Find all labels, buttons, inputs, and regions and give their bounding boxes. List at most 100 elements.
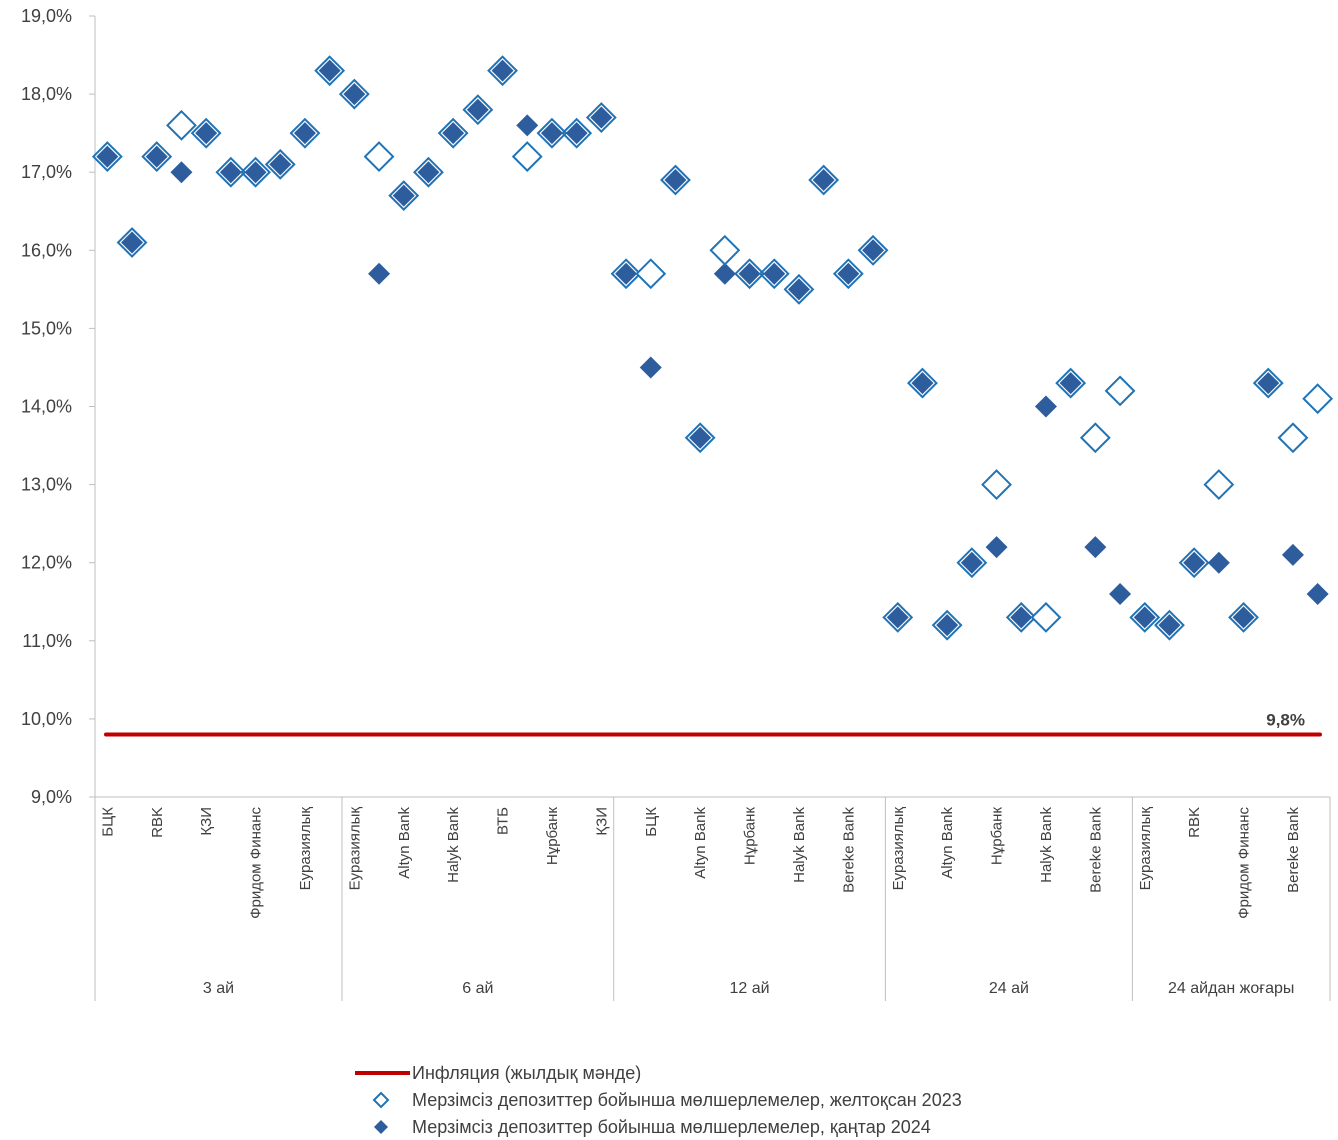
point-jan-2024 (540, 122, 563, 145)
point-jan-2024 (960, 551, 983, 574)
point-dec-2023 (240, 156, 271, 188)
point-dec-2023 (585, 102, 617, 133)
point-jan-2024 (170, 161, 193, 184)
point-dec-2023 (215, 156, 247, 188)
point-jan-2024 (1084, 536, 1107, 559)
x-tick-label: Altyn Bank (396, 807, 413, 879)
point-jan-2024 (812, 169, 835, 192)
point-dec-2023 (1302, 383, 1334, 415)
group-label: 6 ай (462, 980, 493, 997)
y-tick-label: 9,0% (31, 787, 72, 807)
point-dec-2023 (511, 141, 543, 172)
x-tick-label: Еуразиялық (1137, 807, 1154, 891)
point-jan-2024 (392, 184, 415, 207)
x-tick-label: Фридом Финанс (248, 807, 265, 919)
point-dec-2023 (1104, 375, 1136, 407)
x-tick-label: Halyk Bank (1038, 807, 1055, 883)
point-dec-2023 (783, 273, 815, 305)
point-jan-2024 (615, 262, 638, 285)
point-jan-2024 (1010, 606, 1033, 629)
x-tick-label: RBK (149, 807, 166, 838)
point-jan-2024 (590, 106, 613, 129)
group-label: 3 ай (203, 980, 234, 997)
point-jan-2024 (1133, 606, 1156, 629)
x-tick-label: Фридом Финанс (1236, 807, 1253, 919)
point-jan-2024 (911, 372, 934, 395)
point-jan-2024 (368, 262, 391, 285)
point-dec-2023 (1228, 601, 1259, 633)
point-dec-2023 (684, 422, 716, 454)
point-dec-2023 (956, 547, 988, 579)
x-tick-label: Еуразиялық (890, 807, 907, 891)
point-jan-2024 (343, 83, 366, 106)
point-jan-2024 (787, 278, 810, 301)
x-tick-label: Bereke Bank (1087, 807, 1104, 893)
x-tick-label: Halyk Bank (445, 807, 462, 883)
point-jan-2024 (837, 262, 860, 285)
point-dec-2023 (462, 94, 494, 126)
point-jan-2024 (565, 122, 588, 145)
point-jan-2024 (318, 59, 341, 82)
point-dec-2023 (289, 117, 321, 149)
point-jan-2024 (713, 262, 736, 285)
point-dec-2023 (166, 109, 197, 141)
legend-dec-2023-label: Мерзімсіз депозиттер бойынша мөлшерлемел… (412, 1090, 962, 1110)
point-dec-2023 (264, 148, 296, 180)
y-tick-label: 10,0% (21, 709, 72, 729)
x-tick-label: Еуразиялық (297, 807, 314, 891)
point-dec-2023 (190, 117, 222, 149)
point-dec-2023 (437, 117, 469, 149)
x-tick-label: ҚЗИ (593, 807, 610, 836)
legend-jan-2024-label: Мерзімсіз депозиттер бойынша мөлшерлемел… (412, 1117, 931, 1137)
point-jan-2024 (219, 161, 242, 184)
point-jan-2024 (1109, 582, 1132, 605)
point-dec-2023 (610, 258, 642, 290)
x-tick-label: ҚЗИ (198, 807, 215, 836)
point-jan-2024 (738, 262, 761, 285)
point-jan-2024 (145, 145, 168, 168)
point-jan-2024 (664, 169, 687, 192)
point-dec-2023 (1252, 367, 1284, 399)
point-dec-2023 (363, 141, 395, 172)
point-jan-2024 (936, 614, 959, 637)
point-dec-2023 (1154, 609, 1185, 641)
y-tick-label: 17,0% (21, 162, 72, 182)
point-jan-2024 (417, 161, 440, 184)
point-jan-2024 (1183, 551, 1206, 574)
x-tick-label: Нұрбанк (742, 807, 759, 866)
y-tick-label: 12,0% (21, 553, 72, 573)
legend-jan-2024-marker (374, 1120, 388, 1134)
y-tick-label: 14,0% (21, 397, 72, 417)
point-jan-2024 (639, 356, 662, 379)
point-dec-2023 (487, 55, 518, 87)
point-jan-2024 (293, 122, 316, 145)
point-dec-2023 (857, 234, 889, 266)
point-jan-2024 (516, 114, 539, 137)
point-dec-2023 (832, 258, 864, 290)
y-tick-label: 11,0% (22, 631, 72, 651)
x-tick-label: Еуразиялық (346, 807, 363, 891)
point-dec-2023 (758, 258, 790, 290)
point-dec-2023 (1277, 422, 1309, 454)
point-dec-2023 (1079, 422, 1111, 454)
point-dec-2023 (116, 227, 148, 258)
point-dec-2023 (931, 609, 963, 641)
x-tick-label: Bereke Bank (840, 807, 857, 893)
x-tick-label: БЦК (99, 807, 116, 837)
point-jan-2024 (121, 231, 144, 254)
point-jan-2024 (195, 122, 218, 145)
point-dec-2023 (536, 117, 568, 149)
point-jan-2024 (1207, 551, 1230, 574)
inflation-line-group: 9,8% (104, 711, 1322, 737)
point-dec-2023 (388, 180, 420, 212)
point-jan-2024 (1034, 395, 1057, 418)
point-dec-2023 (314, 55, 346, 87)
point-dec-2023 (981, 469, 1012, 501)
point-dec-2023 (1203, 469, 1235, 501)
points (91, 55, 1334, 641)
point-jan-2024 (442, 122, 465, 145)
point-jan-2024 (269, 153, 292, 176)
point-jan-2024 (1158, 614, 1181, 637)
point-jan-2024 (96, 145, 119, 168)
